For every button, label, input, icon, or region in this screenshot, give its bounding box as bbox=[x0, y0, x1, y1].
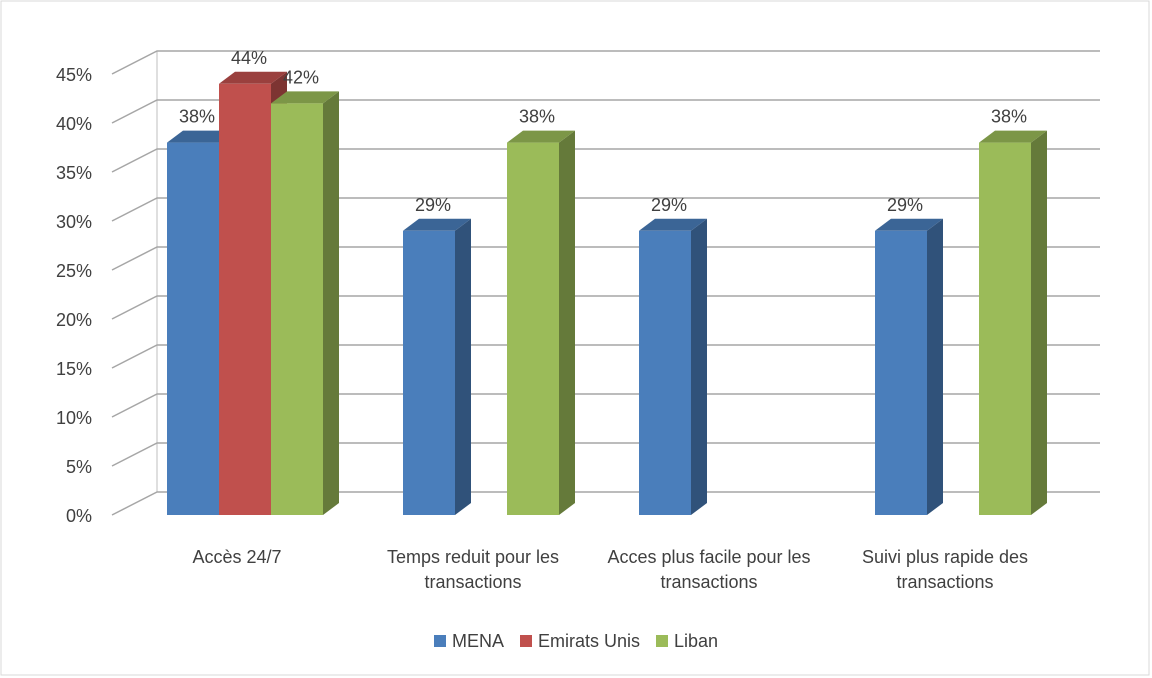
grid-line bbox=[111, 442, 1100, 467]
data-label: 29% bbox=[415, 195, 451, 215]
grid-line bbox=[111, 197, 1100, 222]
bar-top bbox=[979, 130, 1047, 143]
legend-item: Emirats Unis bbox=[519, 631, 640, 652]
bar-top bbox=[403, 218, 471, 231]
bar bbox=[271, 103, 323, 516]
x-tick-label: Suivi plus rapide des transactions bbox=[861, 547, 1029, 592]
grid-line bbox=[111, 50, 1100, 75]
x-tick-label: Acces plus facile pour les transactions bbox=[607, 547, 811, 592]
bar bbox=[875, 230, 927, 516]
legend-swatch bbox=[655, 635, 668, 647]
bar bbox=[507, 142, 559, 515]
grid-line bbox=[111, 344, 1100, 369]
legend-swatch bbox=[519, 635, 532, 647]
legend-label: MENA bbox=[451, 631, 504, 651]
bar-side bbox=[323, 91, 339, 516]
grid-line bbox=[111, 246, 1100, 271]
data-label: 29% bbox=[887, 195, 923, 215]
bar-side bbox=[559, 130, 575, 515]
grid-line bbox=[111, 491, 1100, 516]
grid-line bbox=[111, 295, 1100, 320]
y-tick-label: 35% bbox=[56, 163, 92, 183]
bar bbox=[219, 83, 271, 516]
bar-top bbox=[167, 130, 235, 143]
y-tick-label: 15% bbox=[56, 359, 92, 379]
data-label: 38% bbox=[991, 107, 1027, 127]
bar-top bbox=[219, 71, 287, 84]
legend-label: Emirats Unis bbox=[537, 631, 640, 651]
legend-item: MENA bbox=[433, 631, 504, 652]
x-tick-label: Accès 24/7 bbox=[192, 547, 282, 567]
bar-top bbox=[271, 91, 339, 104]
data-label: 38% bbox=[179, 107, 215, 127]
y-tick-label: 45% bbox=[56, 65, 92, 85]
grid-line bbox=[111, 99, 1100, 124]
x-tick-label: Temps reduit pour les transactions bbox=[386, 547, 560, 592]
bar bbox=[167, 142, 219, 515]
legend-swatch bbox=[433, 635, 446, 647]
grid-line bbox=[111, 393, 1100, 418]
y-tick-label: 30% bbox=[56, 212, 92, 232]
bar-side bbox=[691, 218, 707, 516]
grid-line bbox=[111, 148, 1100, 173]
bar-top bbox=[507, 130, 575, 143]
y-tick-label: 10% bbox=[56, 408, 92, 428]
bar-side bbox=[455, 218, 471, 516]
data-label: 38% bbox=[519, 107, 555, 127]
y-tick-label: 25% bbox=[56, 261, 92, 281]
y-tick-label: 40% bbox=[56, 114, 92, 134]
bar-side bbox=[927, 218, 943, 516]
bar bbox=[403, 230, 455, 516]
y-tick-label: 0% bbox=[66, 506, 92, 526]
bar-top bbox=[875, 218, 943, 231]
data-label: 42% bbox=[283, 67, 319, 87]
bar bbox=[639, 230, 691, 516]
y-tick-label: 5% bbox=[66, 457, 92, 477]
data-label: 44% bbox=[231, 48, 267, 68]
legend-label: Liban bbox=[673, 631, 719, 651]
data-label: 29% bbox=[651, 195, 687, 215]
bar-top bbox=[639, 218, 707, 231]
legend-item: Liban bbox=[655, 631, 719, 652]
bar bbox=[979, 142, 1031, 515]
legend: MENA Emirats Unis Liban bbox=[0, 631, 1152, 652]
y-tick-label: 20% bbox=[56, 310, 92, 330]
bar-side bbox=[1031, 130, 1047, 515]
